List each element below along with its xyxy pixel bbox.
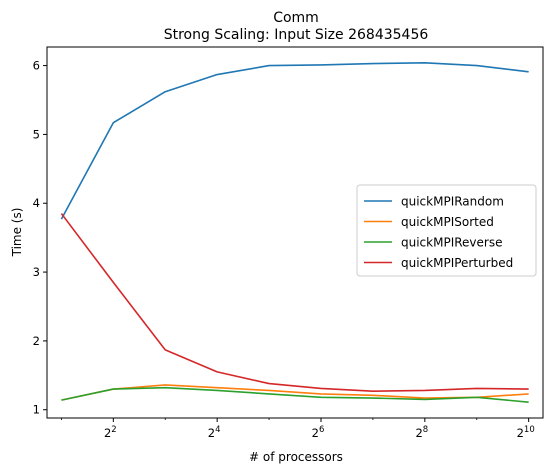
x-axis-label: # of processors — [249, 450, 343, 464]
x-tick-base: 2 — [104, 426, 111, 440]
y-tick-label: 6 — [33, 59, 40, 73]
x-tick-exponent: 6 — [319, 425, 324, 435]
x-tick-base: 2 — [415, 426, 422, 440]
series-line-quick-mpireverse — [61, 386, 529, 403]
plot-frame — [46, 46, 544, 419]
legend-label-quick-mpireverse: quickMPIReverse — [401, 236, 502, 250]
y-tick-label: 3 — [33, 265, 40, 279]
x-tick-label: 28 — [415, 425, 428, 440]
series-line-quick-mpiperturbed — [60, 213, 529, 392]
x-tick-base: 2 — [517, 426, 524, 440]
chart-subtitle: Strong Scaling: Input Size 268435456 — [164, 27, 429, 43]
x-tick-label: 26 — [312, 425, 325, 440]
series-line-quick-mpirandom — [60, 62, 529, 220]
y-axis-label: Time (s) — [10, 208, 24, 258]
x-tick-exponent: 2 — [111, 425, 116, 435]
legend-box — [356, 184, 537, 277]
y-tick-label: 4 — [33, 196, 40, 210]
legend-label-quick-mpirandom: quickMPIRandom — [401, 195, 504, 209]
legend-label-quick-mpisorted: quickMPISorted — [401, 215, 494, 229]
series-layer — [60, 62, 529, 403]
x-tick-label: 210 — [517, 425, 535, 440]
x-tick-label: 22 — [104, 425, 117, 440]
x-tick-exponent: 10 — [524, 425, 535, 435]
x-tick-exponent: 8 — [423, 425, 428, 435]
legend: quickMPIRandom quickMPISorted quickMPIReve… — [356, 184, 537, 277]
y-tick-label: 5 — [33, 127, 40, 141]
x-tick-base: 2 — [312, 426, 319, 440]
x-tick-base: 2 — [208, 426, 215, 440]
x-tick-exponent: 4 — [215, 425, 220, 435]
legend-label-quick-mpiperturbed: quickMPIPerturbed — [401, 256, 513, 270]
x-tick-label: 24 — [208, 425, 221, 440]
chart-title: Comm — [273, 10, 319, 26]
y-tick-label: 1 — [33, 403, 40, 417]
y-tick-label: 2 — [33, 334, 40, 348]
